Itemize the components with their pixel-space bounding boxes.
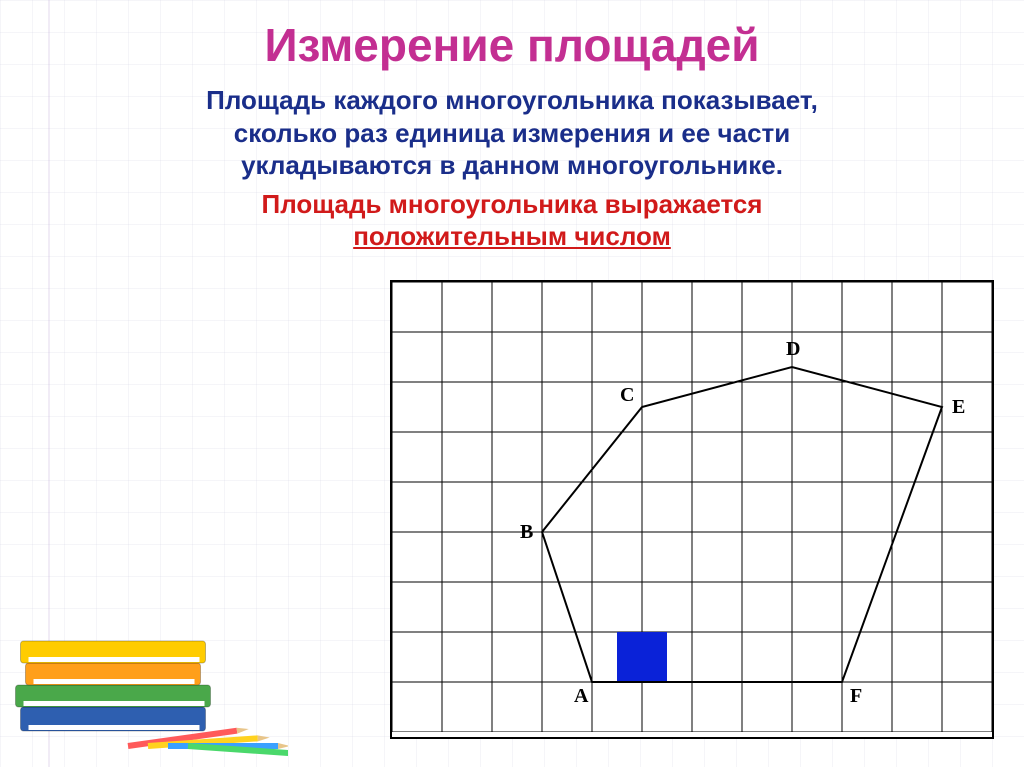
polygon-diagram: A B C D E F: [390, 280, 994, 739]
def-line1: Площадь каждого многоугольника показывае…: [206, 85, 818, 115]
slide-content: Измерение площадей Площадь каждого много…: [0, 0, 1024, 253]
vertex-label: A: [574, 685, 589, 707]
statement-paragraph: Площадь многоугольника выражается положи…: [0, 188, 1024, 253]
stmt-line1: Площадь многоугольника выражается: [262, 189, 763, 219]
diagram-svg: A B C D E F: [392, 282, 992, 732]
vertex-label: E: [952, 396, 965, 418]
vertex-label: B: [520, 521, 533, 543]
def-line3: укладываются в данном многоугольнике.: [241, 150, 783, 180]
stmt-line2-underlined: положительным числом: [353, 221, 671, 251]
definition-paragraph: Площадь каждого многоугольника показывае…: [0, 84, 1024, 182]
slide-title: Измерение площадей: [0, 18, 1024, 72]
books-and-pencils-icon: [8, 576, 288, 756]
stationery-decoration: [8, 576, 288, 761]
vertex-label: D: [786, 338, 800, 360]
vertex-label: C: [620, 384, 634, 406]
def-line2: сколько раз единица измерения и ее части: [234, 118, 791, 148]
vertex-label: F: [850, 685, 862, 707]
